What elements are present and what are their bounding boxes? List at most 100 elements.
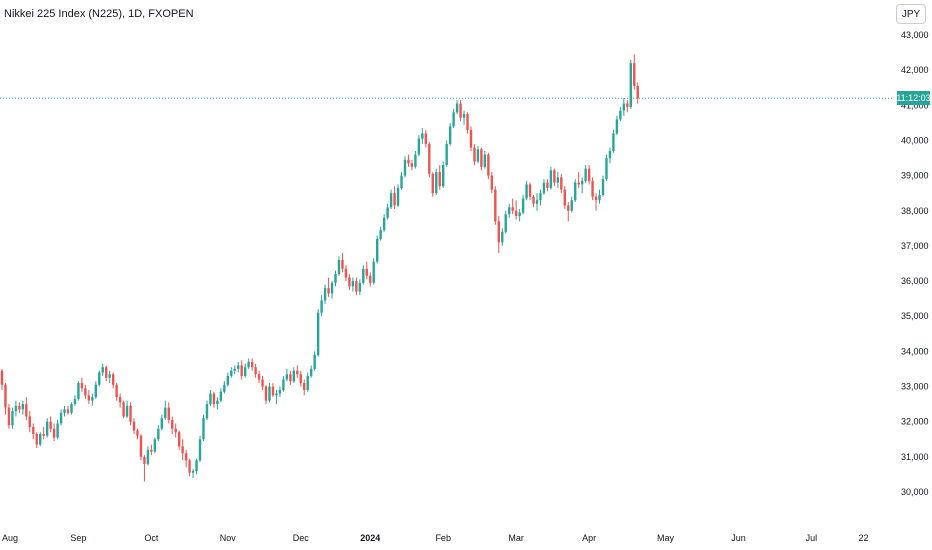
candle-body — [528, 184, 532, 197]
candle-body — [490, 175, 494, 190]
candle-body — [549, 170, 553, 188]
candle-body — [157, 428, 160, 440]
candle-body — [254, 367, 257, 375]
candle-body — [546, 182, 549, 188]
candle-body — [428, 143, 431, 174]
candle-body — [341, 259, 344, 269]
candle-body — [501, 231, 504, 243]
y-tick-label: 43,000 — [901, 30, 929, 40]
time-axis[interactable]: Aug Sep Oct Nov Dec 2024 Feb Mar Apr May Jun Jul 22 — [2, 533, 869, 543]
price-axis[interactable]: 30,000 31,000 32,000 33,000 34,000 35,000 36,0… — [901, 30, 929, 497]
candle-body — [264, 386, 268, 401]
candle-body — [164, 407, 167, 419]
candle-body — [275, 393, 278, 396]
x-tick-label: Aug — [2, 533, 18, 543]
candle-body — [372, 261, 375, 283]
y-tick-label: 36,000 — [901, 276, 929, 286]
candle-body — [570, 200, 573, 211]
x-tick-label: Nov — [220, 533, 237, 543]
candle-body — [514, 210, 518, 217]
candle-body — [504, 214, 507, 232]
candle-body — [105, 367, 108, 378]
candle-body — [608, 151, 612, 159]
candle-body — [421, 133, 424, 139]
candle-body — [202, 418, 205, 440]
candle-body — [382, 217, 386, 231]
candle-body — [250, 361, 254, 368]
candle-body — [334, 274, 337, 283]
candle-body — [289, 374, 292, 382]
candle-body — [167, 407, 170, 420]
candle-body — [136, 430, 139, 436]
candle-body — [330, 282, 334, 294]
candle-body — [483, 154, 487, 167]
candle-body — [615, 119, 619, 134]
candle-body — [455, 103, 459, 113]
candle-body — [56, 423, 59, 438]
candle-body — [494, 189, 497, 222]
candle-body — [271, 386, 275, 396]
candle-body — [14, 405, 18, 412]
candle-body — [403, 159, 407, 176]
candle-body — [410, 163, 414, 167]
candle-body — [247, 361, 250, 368]
x-tick-label: Jul — [806, 533, 818, 543]
currency-button[interactable]: JPY — [896, 4, 926, 24]
candle-body — [39, 433, 42, 445]
candle-body — [389, 193, 393, 208]
y-tick-label: 30,000 — [901, 487, 929, 497]
y-tick-label: 42,000 — [901, 65, 929, 75]
x-tick-label: 22 — [859, 533, 869, 543]
candle-body — [59, 412, 63, 424]
candle-body — [351, 281, 355, 287]
candle-body — [435, 172, 438, 194]
candle-body — [587, 168, 591, 181]
x-tick-label: Jun — [731, 533, 746, 543]
candle-body — [619, 110, 622, 120]
candle-body — [209, 393, 212, 405]
candle-body — [337, 259, 341, 275]
candle-body — [539, 193, 542, 201]
candle-body — [237, 365, 240, 369]
candle-body — [577, 182, 580, 185]
candle-body — [605, 158, 608, 180]
candle-body — [584, 168, 587, 181]
candle-body — [66, 409, 70, 413]
y-tick-label: 37,000 — [901, 241, 929, 251]
candle-body — [379, 230, 382, 239]
candle-body — [171, 419, 174, 429]
x-tick-label: Apr — [582, 533, 596, 543]
candle-body — [386, 207, 389, 218]
candle-body — [216, 400, 219, 405]
candle-body — [476, 149, 480, 162]
candle-body — [184, 453, 188, 461]
y-tick-label: 31,000 — [901, 452, 929, 462]
candle-body — [21, 404, 25, 410]
candle-body — [153, 439, 157, 452]
candle-body — [42, 433, 45, 436]
candle-body — [87, 395, 91, 401]
candle-body — [91, 397, 94, 401]
candle-body — [84, 388, 87, 396]
y-tick-label: 38,000 — [901, 206, 929, 216]
candle-body — [132, 421, 136, 431]
x-tick-label: Dec — [293, 533, 310, 543]
candle-body — [542, 182, 546, 194]
candle-body — [313, 354, 316, 369]
candle-body — [362, 268, 365, 283]
candle-body — [129, 405, 132, 422]
candle-body — [73, 398, 77, 405]
candle-body — [320, 300, 323, 313]
candles-group — [0, 54, 639, 482]
y-tick-label: 35,000 — [901, 311, 929, 321]
candle-body — [143, 456, 146, 464]
candle-body — [393, 193, 396, 206]
x-tick-label: Oct — [144, 533, 159, 543]
candle-body — [598, 194, 601, 201]
candle-body — [0, 370, 4, 385]
candle-body — [174, 428, 177, 433]
candle-body — [146, 449, 150, 464]
candle-body — [375, 238, 379, 262]
candle-body — [198, 439, 202, 461]
